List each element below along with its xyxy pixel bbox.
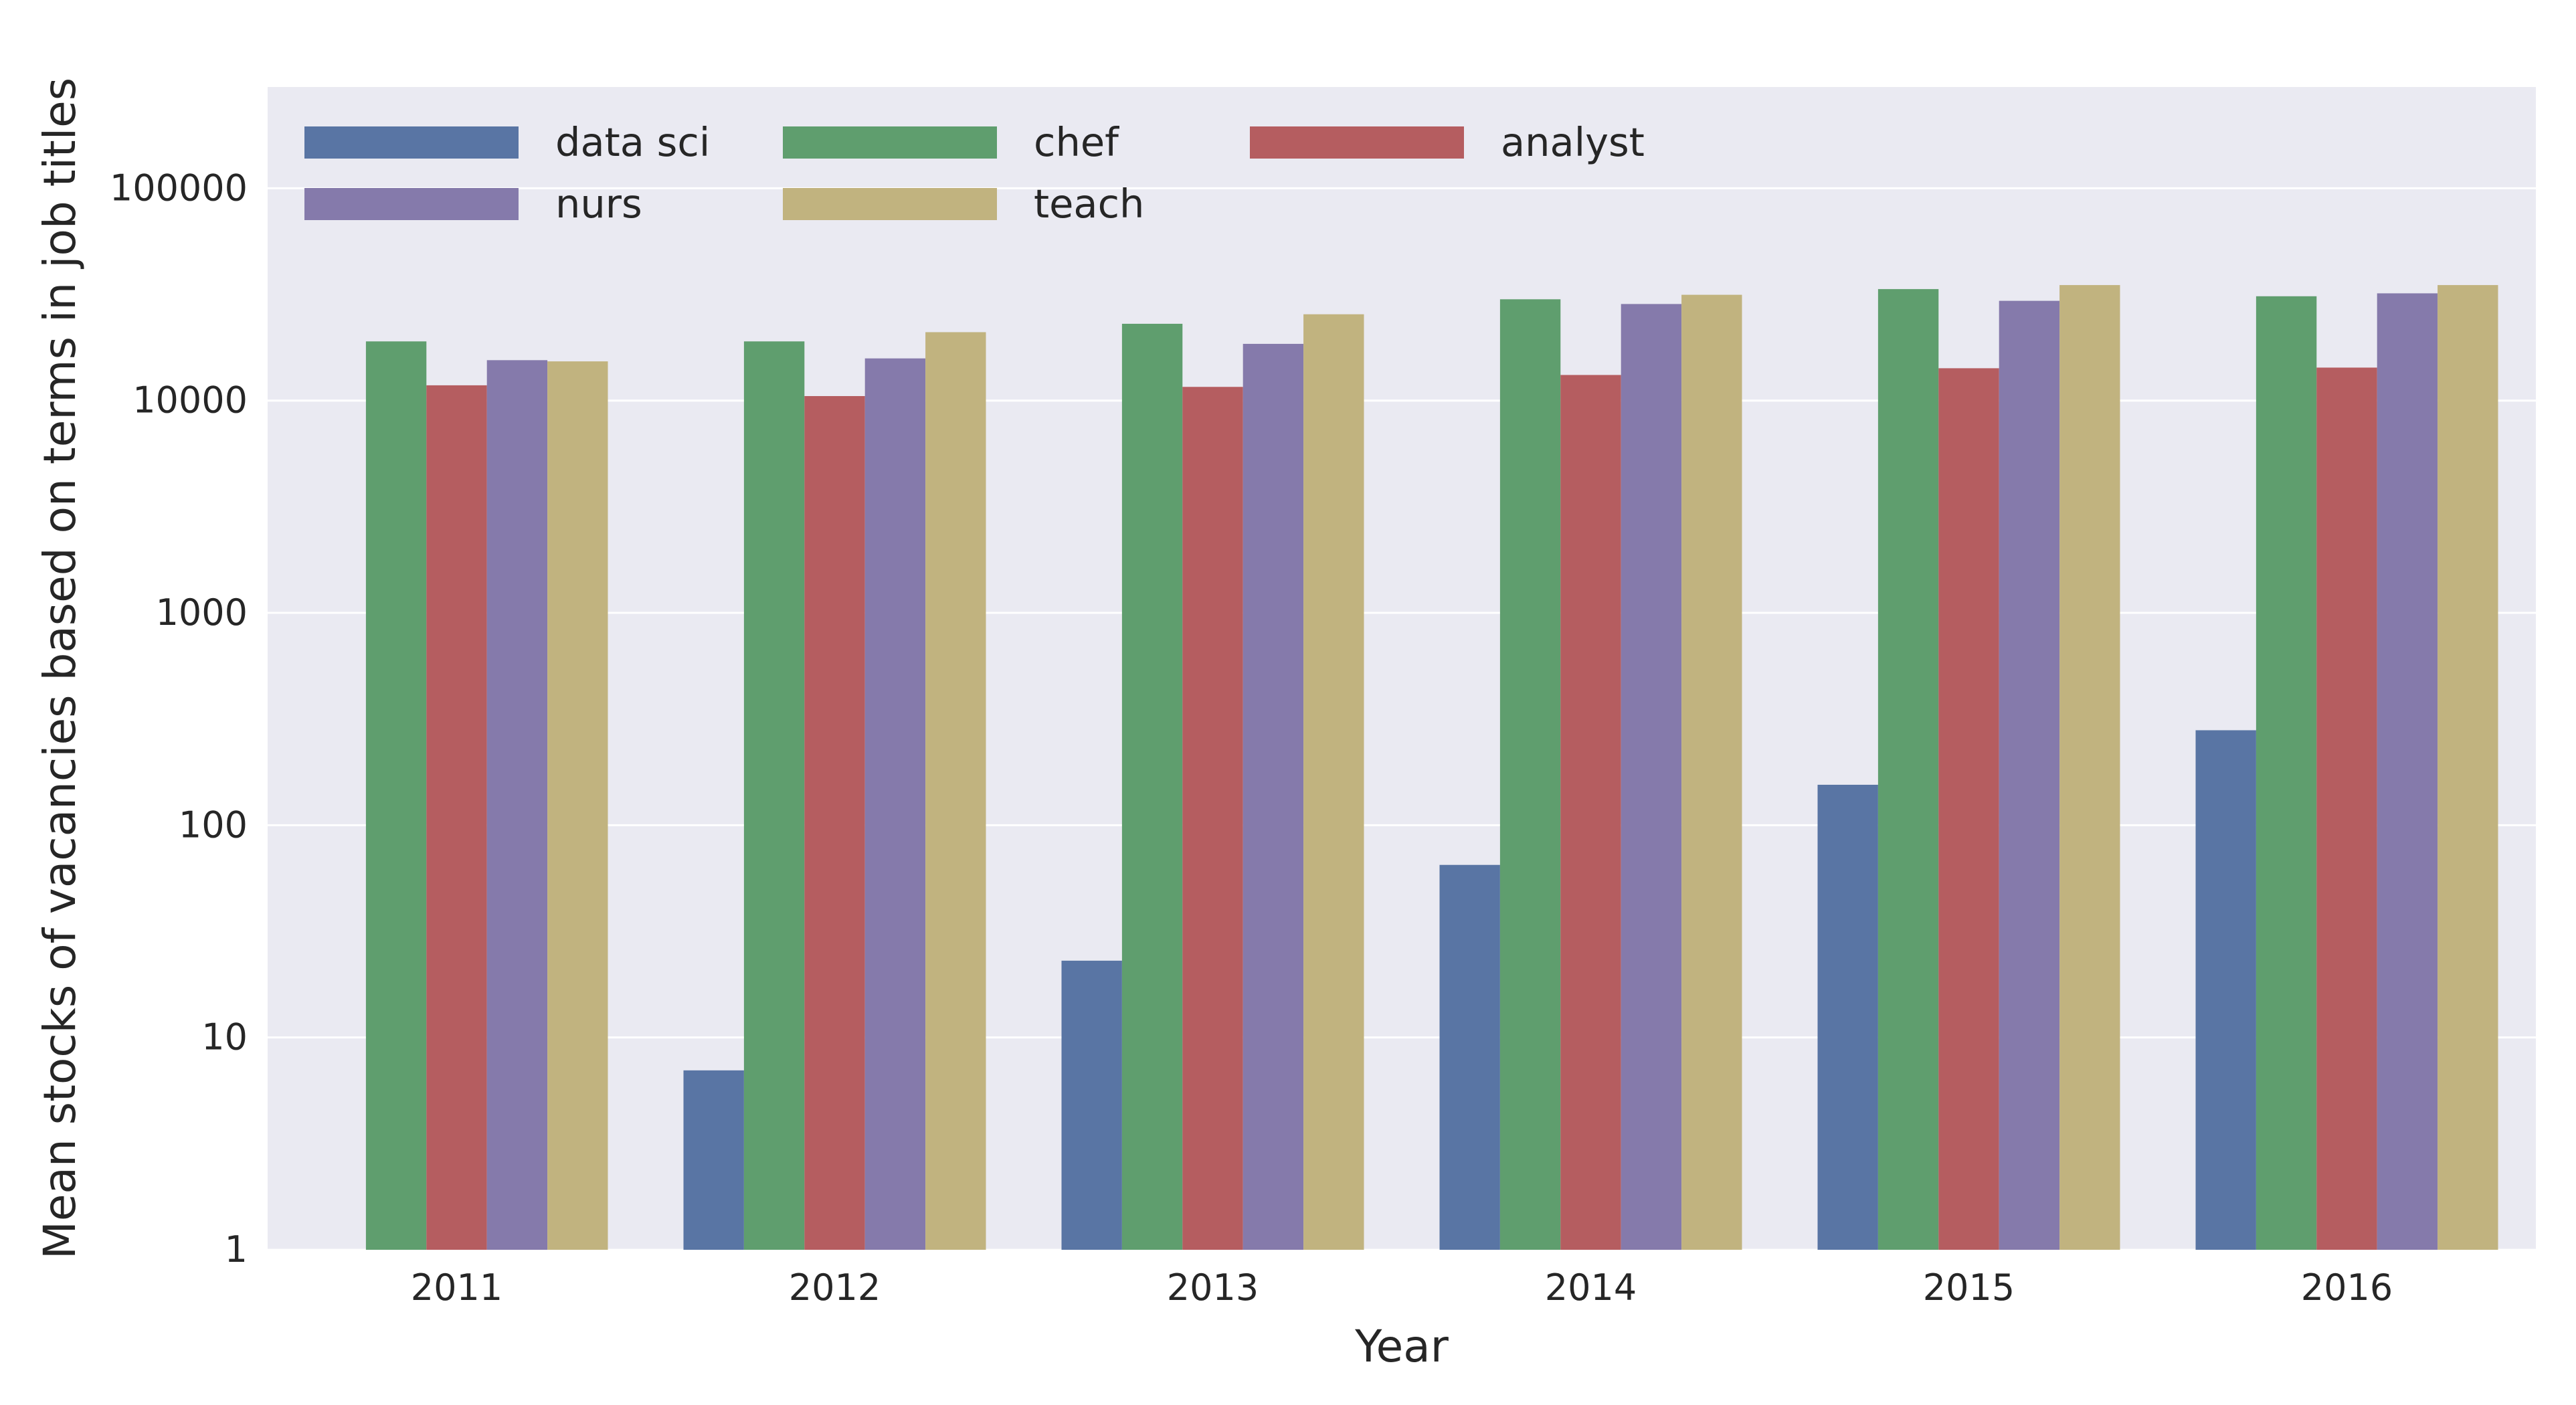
x-tick-label: 2012 xyxy=(789,1267,881,1309)
legend-label: data sci xyxy=(555,119,710,165)
bar xyxy=(1499,299,1561,1250)
bar xyxy=(426,385,487,1250)
legend-label: chef xyxy=(1034,119,1119,165)
bar xyxy=(486,360,548,1250)
y-tick-label: 10 xyxy=(201,1016,248,1058)
bar xyxy=(1999,300,2060,1250)
y-tick-label: 10000 xyxy=(132,379,248,421)
x-axis-label: Year xyxy=(1354,1321,1449,1372)
x-tick-label: 2015 xyxy=(1923,1267,2015,1309)
bar xyxy=(1817,784,1878,1250)
bar xyxy=(2316,367,2377,1250)
bar xyxy=(683,1070,744,1250)
x-tick-label: 2013 xyxy=(1167,1267,1259,1309)
bar xyxy=(2195,730,2256,1250)
bar xyxy=(1303,314,1364,1250)
x-tick-labels: 2011 2012 2013 2014 2015 2016 xyxy=(411,1267,2393,1309)
bar xyxy=(925,332,986,1250)
bar xyxy=(1560,375,1621,1250)
bar xyxy=(1182,387,1243,1250)
bar xyxy=(1877,289,1939,1250)
bar xyxy=(2377,293,2438,1250)
y-axis-label: Mean stocks of vacancies based on terms … xyxy=(34,78,86,1259)
bar xyxy=(2256,296,2317,1250)
legend-swatch xyxy=(304,188,519,220)
legend-label: nurs xyxy=(555,181,642,227)
gridlines xyxy=(268,187,2536,1251)
bar xyxy=(2059,285,2120,1250)
bar xyxy=(365,341,427,1250)
legend-swatch xyxy=(783,126,997,159)
legend-swatch xyxy=(783,188,997,220)
bar xyxy=(1243,343,1304,1250)
bar xyxy=(1061,960,1122,1250)
legend-swatch xyxy=(1250,126,1464,159)
legend-label: teach xyxy=(1034,181,1144,227)
y-tick-label: 100000 xyxy=(110,167,248,209)
bar xyxy=(1121,323,1183,1250)
x-tick-label: 2014 xyxy=(1545,1267,1637,1309)
legend-label: analyst xyxy=(1501,119,1645,165)
bar xyxy=(864,358,926,1250)
y-tick-labels: 1 10 100 1000 10000 100000 xyxy=(110,167,248,1271)
y-tick-label: 1000 xyxy=(156,591,248,634)
x-tick-label: 2016 xyxy=(2301,1267,2393,1309)
bar xyxy=(2437,285,2498,1250)
bar xyxy=(1938,368,1999,1250)
bar xyxy=(547,361,608,1250)
bar xyxy=(1621,304,1682,1250)
bars xyxy=(365,285,2498,1250)
y-tick-label: 100 xyxy=(179,804,248,846)
x-tick-label: 2011 xyxy=(411,1267,502,1309)
y-tick-label: 1 xyxy=(225,1228,248,1271)
bar xyxy=(743,341,805,1250)
bar xyxy=(1439,864,1500,1250)
legend: data sci chef analyst nurs teach xyxy=(304,119,1645,227)
plot-area xyxy=(268,87,2536,1250)
bar xyxy=(1681,294,1742,1250)
bar xyxy=(804,395,865,1250)
legend-swatch xyxy=(304,126,519,159)
